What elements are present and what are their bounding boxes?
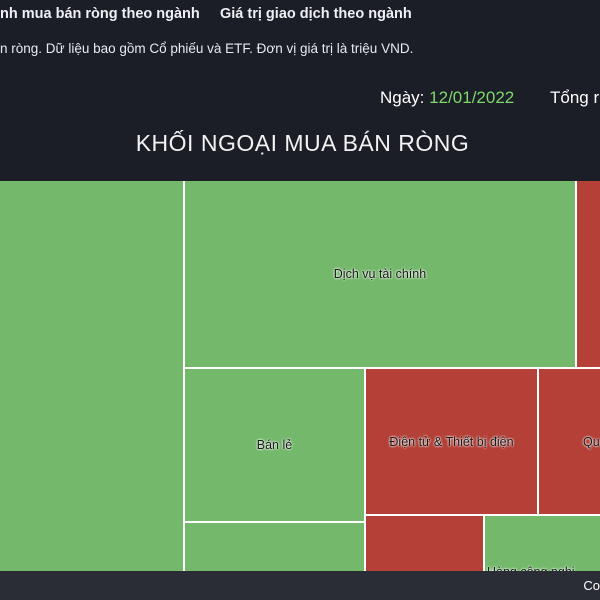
treemap-cell-dien-tu-thiet-bi-dien[interactable]: Điện tử & Thiết bị điện [366,369,537,514]
tab-net-buy-sell-by-sector[interactable]: nh mua bán ròng theo ngành [0,6,200,22]
treemap-cell-ban-le[interactable]: Bán lẻ [185,369,364,521]
treemap-cell-label: Hàng công nghi [487,565,575,573]
bottom-bar-text[interactable]: Co [583,578,600,593]
date-label: Ngày: [380,88,425,107]
date-display: Ngày: 12/01/2022 [380,88,514,108]
date-value[interactable]: 12/01/2022 [429,88,515,107]
bottom-bar: Co [0,571,600,600]
treemap-cell[interactable]: Qu [539,369,600,514]
treemap: Dịch vụ tài chính Bán lẻ Điện tử & Thiết… [0,181,600,573]
treemap-cell[interactable] [577,181,600,367]
treemap-cell[interactable] [185,523,364,573]
treemap-cell-dich-vu-tai-chinh[interactable]: Dịch vụ tài chính [185,181,575,367]
treemap-cell[interactable]: Hàng công nghi [485,516,600,573]
chart-title: KHỐI NGOẠI MUA BÁN RÒNG [135,130,470,156]
treemap-cell-label: Bán lẻ [256,438,293,452]
total-label: Tổng r [550,88,600,107]
tab-trading-value-by-sector[interactable]: Giá trị giao dịch theo ngành [220,6,412,22]
treemap-cell-label: Qu [583,434,600,449]
treemap-cell[interactable] [366,516,483,573]
description-text: n ròng. Dữ liệu bao gồm Cổ phiếu và ETF.… [0,41,414,56]
treemap-cell[interactable] [0,181,183,573]
tab-bar: nh mua bán ròng theo ngành Giá trị giao … [0,0,600,32]
treemap-cell-label: Dịch vụ tài chính [333,267,427,281]
treemap-cell-label: Điện tử & Thiết bị điện [389,434,514,449]
